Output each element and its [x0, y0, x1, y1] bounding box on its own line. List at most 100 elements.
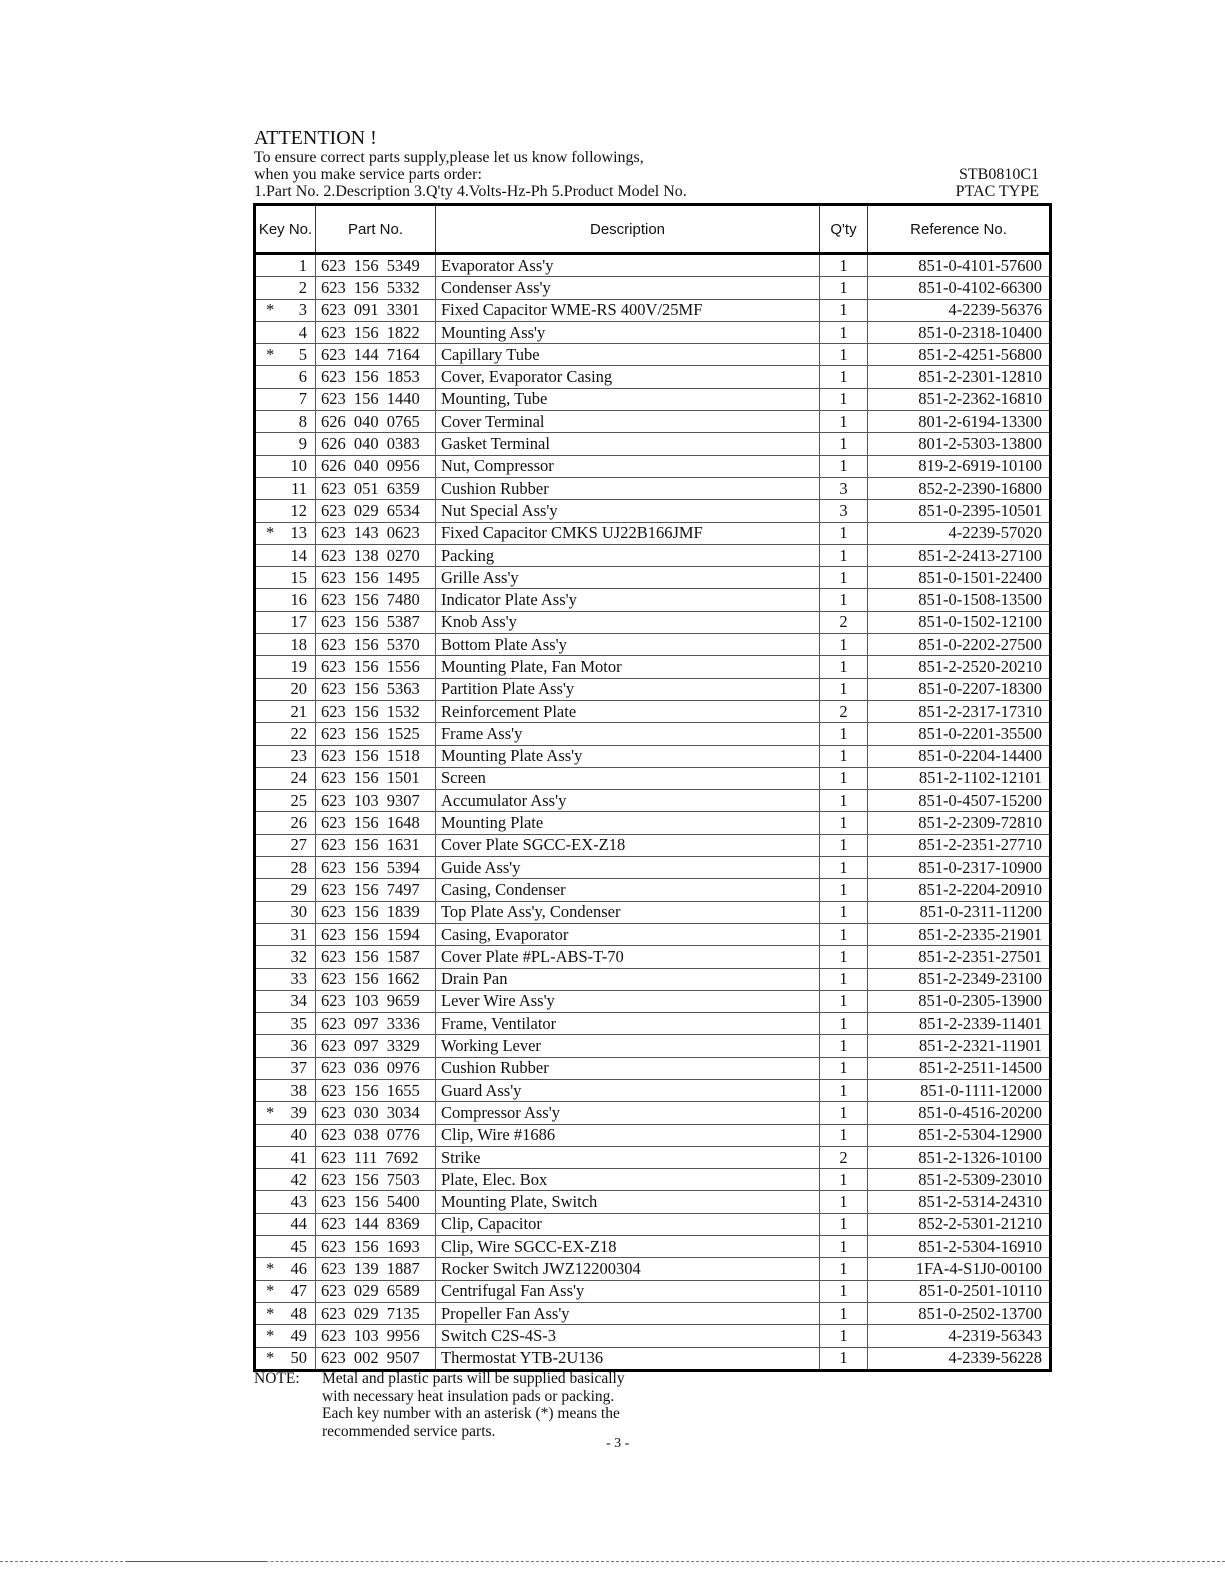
key-number-cell: 8: [254, 410, 316, 434]
table-row: 20 623 156 5363 Partition Plate Ass'y 1 851-…: [254, 677, 1051, 701]
table-row: 6 623 156 1853 Cover, Evaporator Casing 1 85…: [254, 365, 1051, 389]
part-number-cell: 623 156 1662: [315, 967, 436, 991]
key-number-cell: 15: [254, 566, 316, 590]
description-cell: Cover Plate #PL-ABS-T-70: [435, 945, 820, 969]
key-number: 41: [290, 1147, 308, 1167]
quantity-cell: 1: [819, 833, 868, 858]
description-cell: Cover Plate SGCC-EX-Z18: [435, 833, 820, 858]
quantity-cell: 3: [819, 476, 868, 501]
table-row: 40 623 038 0776 Clip, Wire #1686 1 851-2-530…: [254, 1123, 1051, 1147]
table-row: * 50 623 002 9507 Thermostat YTB-2U136 1 4-23…: [254, 1346, 1051, 1371]
table-row: 35 623 097 3336 Frame, Ventilator 1 851-2-23…: [254, 1012, 1051, 1036]
recommended-asterisk: *: [266, 1325, 275, 1345]
key-number-cell: 42: [254, 1168, 316, 1192]
reference-number-cell: 851-2-5304-16910: [867, 1235, 1051, 1259]
key-number-cell: 11: [254, 476, 316, 501]
table-row: 44 623 144 8369 Clip, Capacitor 1 852-2-5301…: [254, 1212, 1051, 1237]
table-row: * 49 623 103 9956 Switch C2S-4S-3 1 4-2319-56…: [254, 1324, 1051, 1348]
part-number-cell: 623 156 1440: [315, 387, 436, 412]
part-number-cell: 623 156 1518: [315, 744, 436, 768]
page-number: - 3 -: [606, 1436, 630, 1451]
reference-number-cell: 851-2-1102-12101: [867, 766, 1051, 791]
key-number-cell: 6: [254, 365, 316, 389]
reference-number-cell: 851-0-1508-13500: [867, 588, 1051, 612]
recommended-asterisk: *: [266, 1303, 275, 1323]
instruction-line-2: when you make service parts order:: [254, 166, 482, 183]
quantity-cell: 1: [819, 989, 868, 1014]
key-number: 43: [290, 1192, 308, 1212]
table-row: 26 623 156 1648 Mounting Plate 1 851-2-2309-…: [254, 811, 1051, 835]
recommended-asterisk: *: [266, 1281, 275, 1301]
description-cell: Evaporator Ass'y: [435, 252, 820, 278]
description-cell: Gasket Terminal: [435, 432, 820, 456]
table-header-row: Key No. Part No. Description Q'ty Refere…: [254, 204, 1051, 255]
description-cell: Mounting Plate: [435, 811, 820, 835]
reference-number-cell: 851-0-2201-35500: [867, 722, 1051, 746]
part-number-cell: 623 156 1495: [315, 566, 436, 590]
reference-number-cell: 4-2239-57020: [867, 521, 1051, 545]
part-number-cell: 623 103 9659: [315, 989, 436, 1014]
key-number-cell: 36: [254, 1034, 316, 1058]
note-line: recommended service parts.: [322, 1422, 496, 1440]
quantity-cell: 1: [819, 1034, 868, 1058]
key-number: 6: [298, 367, 307, 387]
reference-number-cell: 851-2-2511-14500: [867, 1056, 1051, 1080]
description-cell: Frame Ass'y: [435, 722, 820, 746]
quantity-cell: 1: [819, 1056, 868, 1080]
quantity-cell: 1: [819, 967, 868, 991]
table-row: 14 623 138 0270 Packing 1 851-2-2413-27100: [254, 543, 1051, 568]
table-row: 17 623 156 5387 Knob Ass'y 2 851-0-1502-1210…: [254, 610, 1051, 635]
note: NOTE: Metal and plastic parts will be su…: [254, 1370, 625, 1440]
part-number-cell: 623 002 9507: [315, 1346, 436, 1371]
key-number: 37: [290, 1058, 308, 1078]
part-number-cell: 623 111 7692: [315, 1145, 436, 1170]
part-number-cell: 623 144 8369: [315, 1212, 436, 1237]
description-cell: Bottom Plate Ass'y: [435, 633, 820, 657]
table-row: * 5 623 144 7164 Capillary Tube 1 851-2-4251-…: [254, 343, 1051, 367]
key-number-cell: 44: [254, 1212, 316, 1237]
table-row: * 39 623 030 3034 Compressor Ass'y 1 851-0-45…: [254, 1101, 1051, 1125]
description-cell: Reinforcement Plate: [435, 699, 820, 724]
table-row: * 46 623 139 1887 Rocker Switch JWZ12200304…: [254, 1257, 1051, 1281]
table-row: 42 623 156 7503 Plate, Elec. Box 1 851-2-530…: [254, 1168, 1051, 1192]
quantity-cell: 1: [819, 945, 868, 969]
key-number-cell: * 39: [254, 1101, 316, 1125]
key-number-cell: 31: [254, 922, 316, 947]
reference-number-cell: 851-0-1501-22400: [867, 566, 1051, 590]
key-number: 23: [290, 746, 308, 766]
part-number-cell: 626 040 0956: [315, 454, 436, 478]
quantity-cell: 1: [819, 1212, 868, 1237]
part-number-cell: 623 156 5363: [315, 677, 436, 701]
description-cell: Grille Ass'y: [435, 566, 820, 590]
reference-number-cell: 851-0-2317-10900: [867, 856, 1051, 880]
reference-number-cell: 851-0-2311-11200: [867, 900, 1051, 924]
reference-number-cell: 851-2-2317-17310: [867, 699, 1051, 724]
recommended-asterisk: *: [266, 344, 275, 364]
reference-number-cell: 851-2-2349-23100: [867, 967, 1051, 991]
quantity-cell: 2: [819, 1145, 868, 1170]
description-cell: Working Lever: [435, 1034, 820, 1058]
key-number-cell: 21: [254, 699, 316, 724]
part-number-cell: 623 156 1693: [315, 1235, 436, 1259]
quantity-cell: 1: [819, 900, 868, 924]
quantity-cell: 1: [819, 387, 868, 412]
table-row: 27 623 156 1631 Cover Plate SGCC-EX-Z18 1 85…: [254, 833, 1051, 858]
key-number: 48: [290, 1303, 308, 1323]
key-number-cell: 45: [254, 1235, 316, 1259]
table-row: 15 623 156 1495 Grille Ass'y 1 851-0-1501-22…: [254, 566, 1051, 590]
key-number: 1: [298, 255, 307, 275]
key-number-cell: * 50: [254, 1346, 316, 1371]
key-number: 13: [290, 523, 308, 543]
key-number-cell: 4: [254, 320, 316, 345]
quantity-cell: 1: [819, 521, 868, 545]
description-cell: Indicator Plate Ass'y: [435, 588, 820, 612]
reference-number-cell: 851-2-2321-11901: [867, 1034, 1051, 1058]
description-cell: Frame, Ventilator: [435, 1012, 820, 1036]
quantity-cell: 1: [819, 343, 868, 367]
reference-number-cell: 4-2239-56376: [867, 298, 1051, 322]
key-number-cell: 17: [254, 610, 316, 635]
key-number: 19: [290, 656, 308, 676]
reference-number-cell: 851-2-2520-20210: [867, 655, 1051, 679]
description-cell: Propeller Fan Ass'y: [435, 1301, 820, 1326]
quantity-cell: 1: [819, 722, 868, 746]
